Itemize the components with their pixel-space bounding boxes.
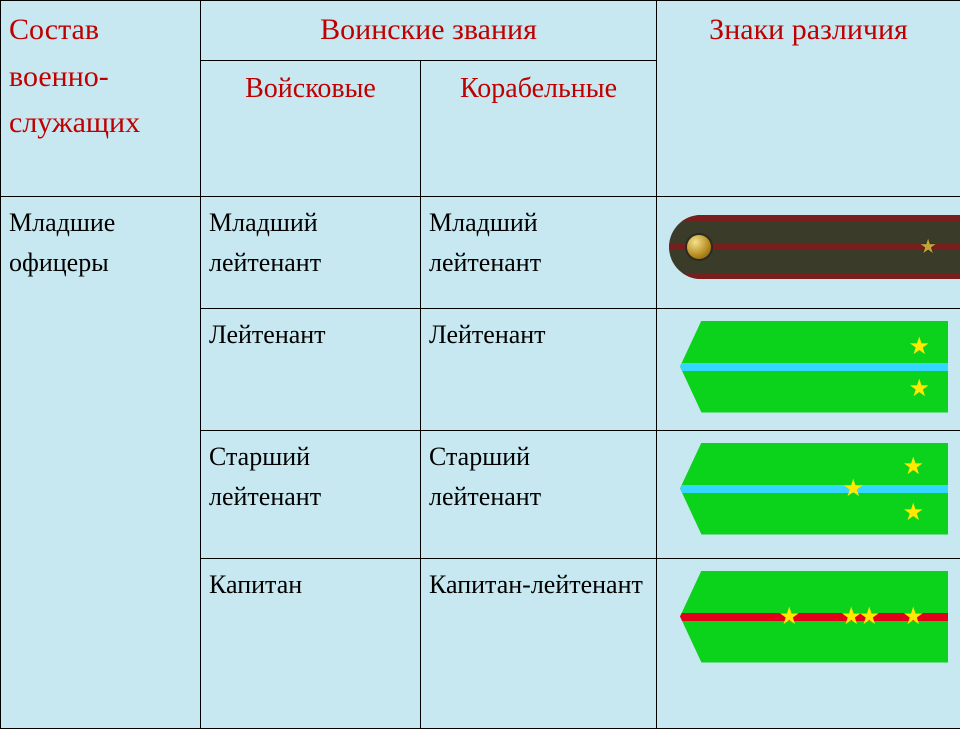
army-rank: Лейтенант — [201, 308, 421, 430]
insignia-cell: ★ ★ ★ ★ — [657, 558, 960, 728]
badge-icon: ★ ★ ★ ★ — [680, 571, 948, 663]
army-rank: Капитан — [201, 558, 421, 728]
badge-icon: ★ ★ — [680, 321, 948, 413]
subheader-naval: Корабельные — [421, 60, 657, 196]
army-rank: Старший лейтенант — [201, 430, 421, 558]
header-insignia: Знаки различия — [657, 1, 960, 197]
naval-rank: Лейтенант — [421, 308, 657, 430]
insignia-cell: ★ ★ — [657, 308, 960, 430]
insignia-cell: ★ — [657, 196, 960, 308]
header-composition: Состав военно-служащих — [1, 1, 201, 197]
category-cell: Младшие офицеры — [1, 196, 201, 728]
naval-rank: Капитан-лейтенант — [421, 558, 657, 728]
badge-icon: ★ ★ ★ — [680, 443, 948, 535]
ranks-table: Состав военно-служащих Воинские звания З… — [0, 0, 960, 729]
table-row: Младшие офицеры Младший лейтенант Младши… — [1, 196, 960, 308]
shoulder-board-icon: ★ — [669, 215, 960, 279]
naval-rank: Старший лейтенант — [421, 430, 657, 558]
insignia-cell: ★ ★ ★ — [657, 430, 960, 558]
header-ranks: Воинские звания — [201, 1, 657, 61]
naval-rank: Младший лейтенант — [421, 196, 657, 308]
subheader-army: Войсковые — [201, 60, 421, 196]
army-rank: Младший лейтенант — [201, 196, 421, 308]
